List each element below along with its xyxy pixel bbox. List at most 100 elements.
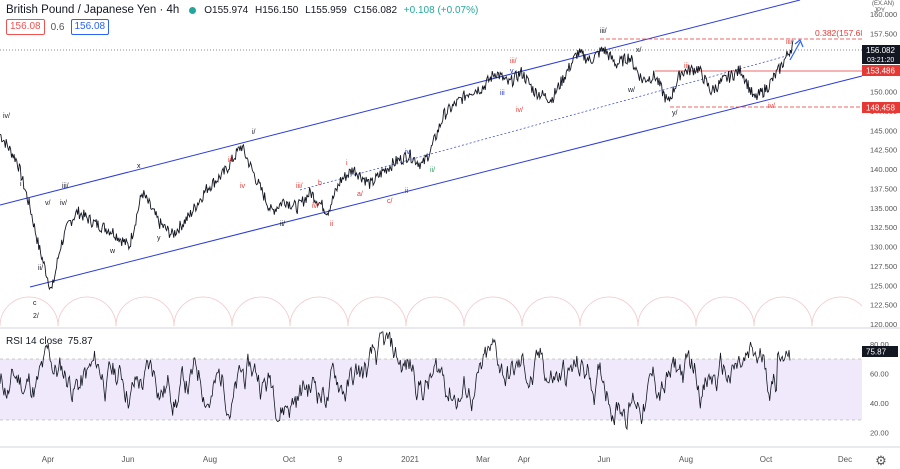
wave-label: ii/: [430, 167, 435, 174]
cycle-arc: [521, 296, 581, 327]
time-tick-label: Apr: [518, 455, 531, 464]
wave-label: ii: [330, 221, 334, 228]
rsi-title-label: RSI 14 close: [6, 336, 63, 347]
wave-label: iii/: [296, 183, 303, 190]
trade-buttons: 156.08 0.6 156.08: [6, 19, 110, 35]
price-markers: 156.082 03:21:20 153.486 148.458: [862, 45, 900, 113]
market-status-icon: [189, 6, 197, 14]
rsi-tick-label: 80.00: [870, 340, 889, 349]
gear-icon[interactable]: ⚙: [875, 453, 887, 468]
price-tick-label: 157.500: [870, 29, 897, 38]
time-tick-label: Oct: [760, 455, 773, 464]
wave-label: i: [346, 160, 348, 167]
price-tick-label: 145.000: [870, 126, 897, 135]
price-tick-label: 150.000: [870, 87, 897, 96]
cycle-arc: [637, 296, 697, 327]
price-panel[interactable]: [0, 0, 862, 328]
buy-button[interactable]: 156.08: [70, 19, 110, 35]
price-series-line: [0, 40, 794, 291]
countdown-text: 03:21:20: [867, 57, 894, 64]
price-tick-label: 130.000: [870, 243, 897, 252]
price-tick-label: 127.500: [870, 262, 897, 271]
wave-label: iv/: [60, 200, 67, 207]
time-tick-label: Aug: [203, 455, 217, 464]
channel-lower-line[interactable]: [29, 75, 863, 288]
rsi-band: [0, 359, 862, 420]
wave-label: iii/: [786, 39, 793, 46]
price-tick-label: 137.500: [870, 184, 897, 193]
wave-label: iv/: [768, 103, 775, 110]
price-tick-label: 142.500: [870, 146, 897, 155]
channel-mid-dotted-line[interactable]: [299, 54, 791, 191]
cycle-arc: [231, 296, 291, 327]
cycle-arc: [115, 296, 175, 327]
wave-label: x/: [636, 47, 642, 54]
price-tick-label: 140.000: [870, 165, 897, 174]
wave-label: i: [20, 181, 22, 188]
axis-currency-label: (EX.AN): [872, 1, 894, 7]
rsi-value-marker-text: 75.87: [866, 348, 887, 357]
rsi-tick-label: 40.00: [870, 399, 889, 408]
time-tick-label: Dec: [838, 455, 852, 464]
cycle-arc: [347, 296, 407, 327]
cycle-arc: [0, 296, 59, 327]
time-axis[interactable]: Apr Jun Aug Oct 9 2021 Mar Apr Jun Aug Oct Dec: [42, 455, 852, 464]
wave-label: iii: [228, 157, 233, 164]
wave-label: ii: [405, 188, 409, 195]
cycle-arc: [753, 296, 813, 327]
wave-label: iii/: [600, 28, 607, 35]
wave-label: iii/: [62, 183, 69, 190]
wave-label: w: [109, 248, 116, 255]
channel-upper-line[interactable]: [0, 0, 801, 206]
rsi-series-line: [0, 331, 791, 431]
wave-label: a/: [357, 191, 363, 198]
wave-label: 2/: [33, 313, 39, 320]
wave-label: iv/: [516, 107, 523, 114]
time-tick-label: Jun: [122, 455, 135, 464]
time-tick-label: Aug: [679, 455, 693, 464]
symbol-title[interactable]: British Pound / Japanese Yen · 4h: [6, 4, 180, 16]
support-marker: [862, 102, 900, 113]
time-tick-label: Apr: [42, 455, 55, 464]
cycle-arc: [405, 296, 465, 327]
time-tick-label: 2021: [401, 455, 419, 464]
chart-header: British Pound / Japanese Yen · 4h O155.9…: [6, 4, 482, 16]
wave-label: iv/: [312, 203, 319, 210]
wave-label: y/: [672, 110, 678, 117]
wave-labels: iv/i iii/v/ii/wxyiiiivii/iii/iii/iv/a/c/i…: [3, 28, 793, 320]
cycle-arc: [57, 296, 117, 327]
wave-label: c/: [387, 198, 393, 205]
rsi-value-marker: [862, 346, 898, 357]
cycle-arc: [289, 296, 349, 327]
price-tick-label: 120.000: [870, 320, 897, 329]
change-value: +0.108 (+0.07%): [403, 4, 479, 16]
wave-label: v: [510, 68, 514, 75]
sell-button[interactable]: 156.08: [6, 19, 45, 35]
time-tick-label: 9: [338, 455, 343, 464]
wave-label: ii/: [38, 265, 43, 272]
wave-label: ii/: [280, 221, 285, 228]
rsi-axis-labels: 20.00 40.00 60.00 80.00: [870, 340, 889, 438]
wave-label: x: [137, 163, 141, 170]
ohlc-values: O155.974 H156.150 L155.959 C156.082 +0.1…: [204, 5, 482, 16]
rsi-tick-label: 60.00: [870, 369, 889, 378]
cycle-arc: [579, 296, 639, 327]
fib-label: 0.382(157.689): [815, 28, 873, 38]
wave-label: i/: [252, 129, 256, 136]
rsi-tick-label: 20.00: [870, 428, 889, 437]
low-value: L155.959: [305, 4, 347, 16]
projection-arrow-head: [794, 39, 804, 48]
spread-value: 0.6: [50, 21, 65, 33]
rsi-title-value: 75.87: [67, 336, 93, 347]
cycle-arc: [695, 296, 755, 327]
resistance-marker: [862, 65, 900, 76]
wave-label: y: [157, 235, 161, 242]
cycle-arcs: [0, 296, 871, 327]
wave-label: v/: [45, 200, 51, 207]
high-value: H156.150: [254, 4, 299, 16]
price-tick-label: 135.000: [870, 204, 897, 213]
wave-label: iv/: [3, 113, 10, 120]
price-tick-label: 122.500: [870, 301, 897, 310]
wave-label: iii: [500, 90, 505, 97]
